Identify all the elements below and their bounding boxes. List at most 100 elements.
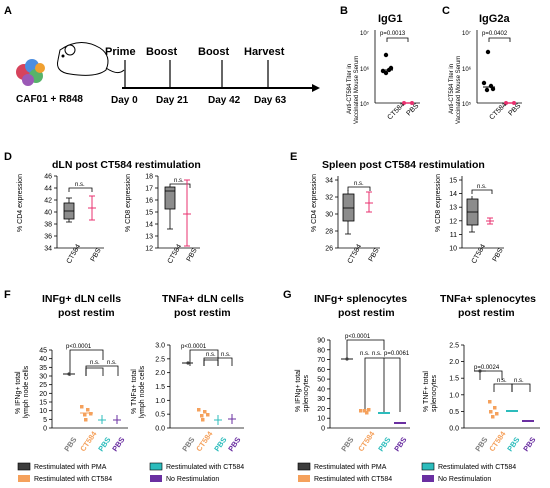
panel-d-label: D <box>4 151 12 163</box>
panel-f-right-xtick-3: PBS <box>212 435 228 453</box>
panel-g-right-ytick-label: 1.0 <box>449 392 459 399</box>
panel-f-left-ytick-label: 15 <box>39 400 47 407</box>
panel-f-left-ytick-label: 45 <box>39 348 47 355</box>
timeline-step-1-name: Prime <box>105 46 136 58</box>
panel-d: D dLN post CT584 restimulation % CD4 exp… <box>4 151 201 265</box>
panel-g-right-title-2: post restim <box>458 307 515 319</box>
panel-d-left-bracket <box>68 187 93 192</box>
panel-e-left-ytick-label: 26 <box>325 246 333 253</box>
panel-g-left-ytick-label: 40 <box>317 386 325 393</box>
panel-b-sig-bracket <box>386 37 409 42</box>
timeline-step-3-day: Day 42 <box>208 95 241 106</box>
panel-d-right-ytick-label: 12 <box>145 246 153 253</box>
panel-d-right-ytick-label: 18 <box>145 174 153 181</box>
panel-g-right-xtick-4: PBS <box>521 435 537 453</box>
panel-c-pbs-points <box>504 101 516 105</box>
panel-c: C IgG2a Anti-CT584 Titer in Vaccinated M… <box>442 5 523 124</box>
panel-c-xtick-ct584: CT584 <box>488 102 508 122</box>
panel-g-left-ytick-label: 90 <box>317 338 325 345</box>
legend-g-pma-swatch <box>297 462 311 471</box>
panel-f-left-ytick-label: 5 <box>43 417 47 424</box>
timeline-step-4-day: Day 63 <box>254 95 287 106</box>
panel-b-pbs-points <box>402 101 414 105</box>
panel-g-right-pvalue: p=0.0024 <box>474 365 500 371</box>
panel-c-ytick-1: 10⁷ <box>462 30 471 37</box>
panel-e-left-xtick-ct584: CT584 <box>347 243 364 265</box>
panel-e-right-ns: n.s. <box>477 184 487 190</box>
timeline-step-3-name: Boost <box>198 46 230 58</box>
panel-g-right-xtick-3: PBS <box>505 435 521 453</box>
panel-g-left-ytick-label: 10 <box>317 416 325 423</box>
panel-f-right-ylabel-1: % TNFa+ total <box>131 369 138 414</box>
panel-f-left-purple-points <box>113 415 121 424</box>
panel-f-left-ytick-label: 10 <box>39 408 47 415</box>
panel-g-left-ytick-label: 60 <box>317 367 325 374</box>
panel-c-label: C <box>442 5 450 17</box>
panel-f-left-ytick-label: 0 <box>43 426 47 433</box>
panel-g-left-title-1: INFg+ splenocytes <box>314 293 407 305</box>
panel-c-ct584-points <box>481 49 496 93</box>
panel-g-right-ns-2: n.s. <box>514 378 524 384</box>
panel-b-title: IgG1 <box>378 13 402 25</box>
panel-g-right-ytick-label: 2.5 <box>449 343 459 350</box>
panel-f-left-ytick-label: 30 <box>39 374 47 381</box>
panel-c-xtick-pbs: PBS <box>507 102 522 117</box>
panel-e-left-box <box>342 193 355 222</box>
panel-c-title: IgG2a <box>479 13 510 25</box>
panel-c-ytick-2: 10⁶ <box>462 66 472 73</box>
panel-g-left-xtick-4: PBS <box>392 435 408 453</box>
timeline-step-4-name: Harvest <box>244 46 285 58</box>
panel-e-left-xtick-pbs: PBS <box>368 247 381 263</box>
panel-e-right-ytick-label: 11 <box>450 232 457 239</box>
panel-f-left-ct584-points <box>80 405 93 422</box>
panel-g-right-ct584-points <box>488 400 499 419</box>
legend-g-pma-label: Restimulated with PMA <box>314 464 387 471</box>
panel-e-right-ytick-label: 13 <box>449 205 457 212</box>
panel-f-right-ytick-label: 1.5 <box>155 384 165 391</box>
panel-g-left-pvalue: p<0.0001 <box>345 334 371 340</box>
panel-f-left-xtick-2: CT584 <box>78 429 99 453</box>
legend-f-pma-swatch <box>17 462 31 471</box>
panel-g-left-ytick-label: 0 <box>321 426 325 433</box>
panel-e-left-pbs <box>365 191 373 213</box>
panel-f-right-teal-points <box>214 415 222 425</box>
panel-f-right-ylabel-2: lymph node cells <box>139 365 146 418</box>
panel-d-right-ytick-label: 14 <box>145 222 153 229</box>
panel-g-left-ct584-points <box>359 408 371 415</box>
panel-f-left-ylabel-1: % IFNg+ total <box>15 371 22 414</box>
panel-f-right-ytick-label: 0.5 <box>155 412 165 419</box>
panel-c-sig-bracket <box>488 37 511 42</box>
panel-g-right-ytick-label: 0.5 <box>449 409 459 416</box>
panel-f-left-ytick-label: 40 <box>39 356 47 363</box>
legend-g-ct584-orange-label: Restimulated with CT584 <box>314 476 392 483</box>
timeline-step-2-name: Boost <box>146 46 178 58</box>
panel-e-left-bracket <box>347 186 371 191</box>
panel-d-left-ytick-label: 40 <box>44 210 52 217</box>
legend-g-ct584-orange-swatch <box>298 475 310 482</box>
panel-g-right-xtick-1: PBS <box>473 435 489 453</box>
panel-e-right-xtick-pbs: PBS <box>492 247 505 263</box>
panel-f-right-title-2: post restim <box>174 307 231 319</box>
panel-d-left-ylabel: % CD4 expression <box>17 174 24 232</box>
legend-f-ct584-orange-label: Restimulated with CT584 <box>34 476 112 483</box>
panel-e: E Spleen post CT584 restimulation % CD4 … <box>290 151 505 265</box>
panel-d-right-ns: n.s. <box>174 178 184 184</box>
panel-g-left-pvalue-b: p=0.0061 <box>384 351 410 357</box>
timeline-arrowhead <box>312 84 320 92</box>
legend-f: Restimulated with PMA Restimulated with … <box>17 462 244 483</box>
panel-d-left-xtick-pbs: PBS <box>90 247 103 263</box>
panel-g-left-ytick-label: 80 <box>317 347 325 354</box>
panel-g-left-ytick-label: 70 <box>317 357 325 364</box>
panel-g-right-ns-1: n.s. <box>497 378 507 384</box>
panel-f-right-purple-points <box>228 414 236 424</box>
panel-e-left-ylabel: % CD4 expression <box>311 174 318 232</box>
panel-g-left-xtick-3: PBS <box>376 435 392 453</box>
panel-b-xtick-ct584: CT584 <box>386 102 406 122</box>
panel-b-xtick-pbs: PBS <box>405 102 420 117</box>
panel-e-left-ytick-label: 30 <box>325 212 333 219</box>
panel-f-left-ytick-label: 25 <box>39 382 47 389</box>
panel-f-right-ns-1: n.s. <box>206 352 216 358</box>
panel-f-left-xtick-1: PBS <box>62 435 78 453</box>
panel-f-right-xtick-4: PBS <box>226 435 242 453</box>
